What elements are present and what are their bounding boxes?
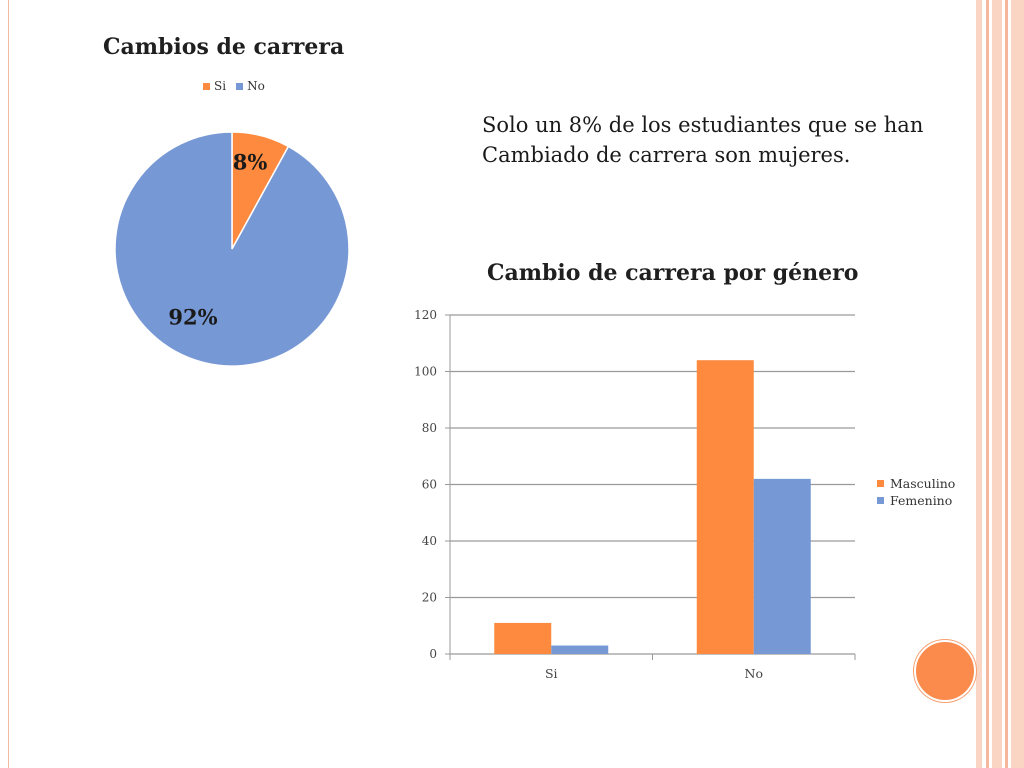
pie-slice-no [114, 131, 350, 367]
y-tick-label-60: 60 [422, 478, 437, 492]
bar-masculino-no [696, 360, 754, 654]
pie-data-label-si: 8% [233, 150, 268, 175]
decorative-stripes [976, 0, 1024, 768]
y-tick-label-80: 80 [422, 421, 437, 435]
decorative-circle [914, 640, 976, 702]
y-tick-label-20: 20 [422, 591, 437, 605]
x-tick-label-no: No [745, 666, 763, 681]
bar-legend-item-masculino: Masculino [877, 475, 955, 492]
bar-masculino-si [494, 622, 552, 654]
pie-legend-swatch-si [203, 82, 210, 90]
bar-femenino-no [753, 478, 811, 654]
pie-legend: Si No [203, 79, 265, 93]
pie-chart-title: Cambios de carrera [103, 34, 345, 60]
y-tick-label-120: 120 [414, 308, 437, 322]
bar-legend: Masculino Femenino [877, 475, 955, 509]
summary-note-line-1: Solo un 8% de los estudiantes que se han [482, 113, 924, 137]
pie-legend-item-si: Si [203, 79, 226, 93]
bar-legend-swatch-masculino [877, 480, 884, 487]
pie-legend-label-no: No [247, 79, 265, 93]
left-border-line [8, 0, 9, 768]
summary-note-line-2: Cambiado de carrera son mujeres. [482, 143, 851, 167]
pie-legend-item-no: No [236, 79, 265, 93]
bar-legend-label-masculino: Masculino [890, 476, 956, 491]
y-tick-label-0: 0 [429, 647, 437, 661]
pie-data-label-no: 92% [168, 305, 217, 330]
bar-legend-swatch-femenino [877, 497, 884, 504]
bar-femenino-si [551, 645, 609, 654]
bar-chart-title: Cambio de carrera por género [487, 260, 859, 286]
bar-legend-label-femenino: Femenino [890, 493, 953, 508]
x-tick-label-si: Si [545, 666, 558, 681]
y-tick-label-100: 100 [414, 365, 437, 379]
pie-legend-label-si: Si [214, 79, 227, 93]
summary-note: Solo un 8% de los estudiantes que se han… [482, 110, 982, 170]
bar-legend-item-femenino: Femenino [877, 492, 955, 509]
pie-legend-swatch-no [236, 82, 244, 90]
y-tick-label-40: 40 [422, 534, 437, 548]
